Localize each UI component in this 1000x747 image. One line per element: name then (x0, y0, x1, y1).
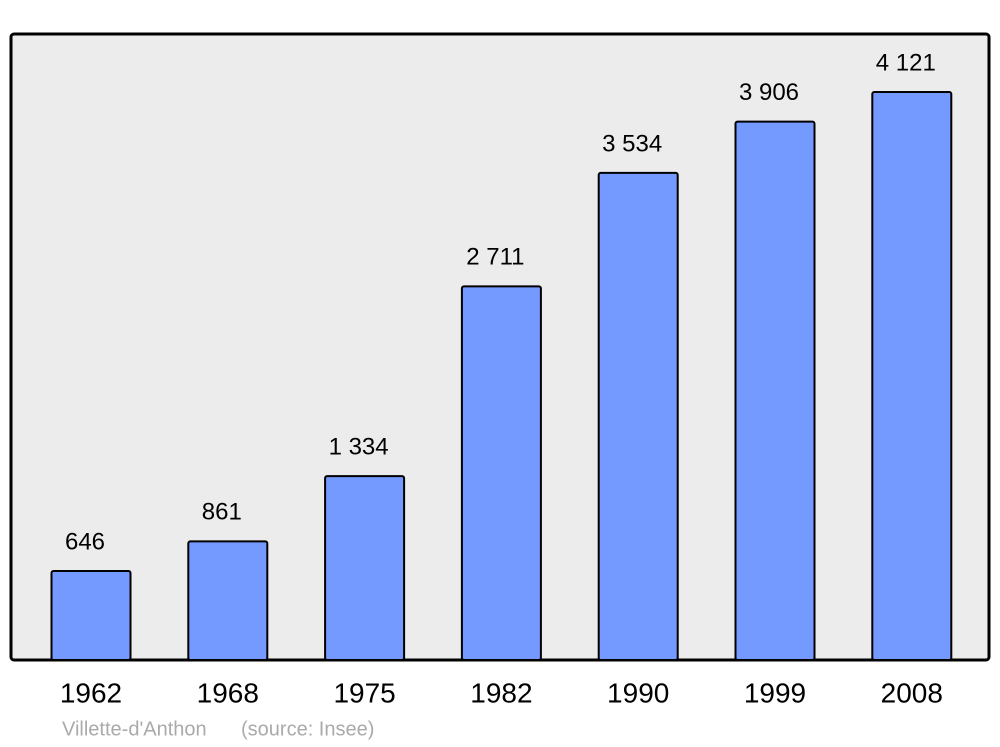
data-label: 1 334 (329, 433, 389, 460)
data-label: 3 534 (602, 130, 662, 157)
source: (source: Insee) (241, 718, 374, 740)
bar (871, 91, 953, 661)
x-tick-label: 1982 (470, 677, 532, 708)
data-label: 861 (202, 499, 242, 526)
x-tick-label: 1975 (333, 677, 395, 708)
bar (597, 171, 679, 661)
data-label: 2 711 (466, 244, 524, 271)
x-tick-label: 1968 (197, 677, 259, 708)
bar (734, 120, 816, 661)
x-tick-label: 1962 (60, 677, 122, 708)
bar (324, 475, 406, 661)
bar (460, 285, 542, 661)
caption: Villette-d'Anthon (62, 718, 207, 740)
bar (50, 569, 132, 662)
data-label: 3 906 (739, 79, 799, 106)
bar (187, 540, 269, 661)
x-tick-label: 1990 (607, 677, 669, 708)
x-tick-label: 2008 (881, 677, 943, 708)
data-label: 4 121 (876, 49, 936, 76)
data-label: 646 (65, 528, 105, 555)
x-tick-label: 1999 (744, 677, 806, 708)
